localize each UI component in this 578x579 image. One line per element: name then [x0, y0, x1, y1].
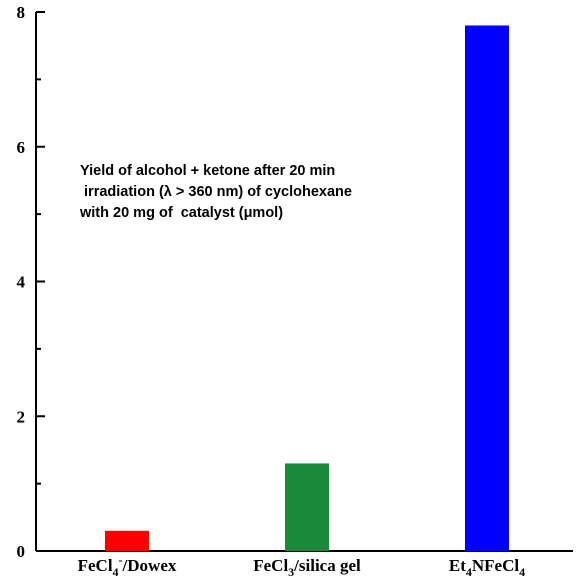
x-category-label: FeCl3/silica gel	[253, 556, 361, 579]
y-tick-label: 2	[17, 407, 26, 426]
bar	[285, 463, 329, 551]
x-category-label: FeCl4-/Dowex	[78, 553, 177, 579]
y-axis-ticks: 0 2 4 6 8	[17, 3, 45, 561]
y-tick-label: 4	[17, 273, 26, 292]
y-tick-label: 8	[17, 3, 26, 22]
chart-annotation: Yield of alcohol + ketone after 20 min i…	[79, 163, 352, 221]
chart-bars	[105, 25, 509, 552]
y-tick-label: 0	[17, 542, 26, 561]
x-category-label: Et4NFeCl4	[449, 556, 525, 579]
bar	[105, 530, 149, 551]
annotation-line-2: irradiation (λ > 360 nm) of cyclohexane	[80, 184, 352, 200]
annotation-line-3: with 20 mg of catalyst (μmol)	[79, 205, 283, 221]
y-tick-label: 6	[17, 138, 26, 157]
x-axis-categories: FeCl4-/Dowex FeCl3/silica gel Et4NFeCl4	[78, 553, 525, 579]
annotation-line-1: Yield of alcohol + ketone after 20 min	[80, 163, 335, 179]
bar	[465, 25, 509, 552]
